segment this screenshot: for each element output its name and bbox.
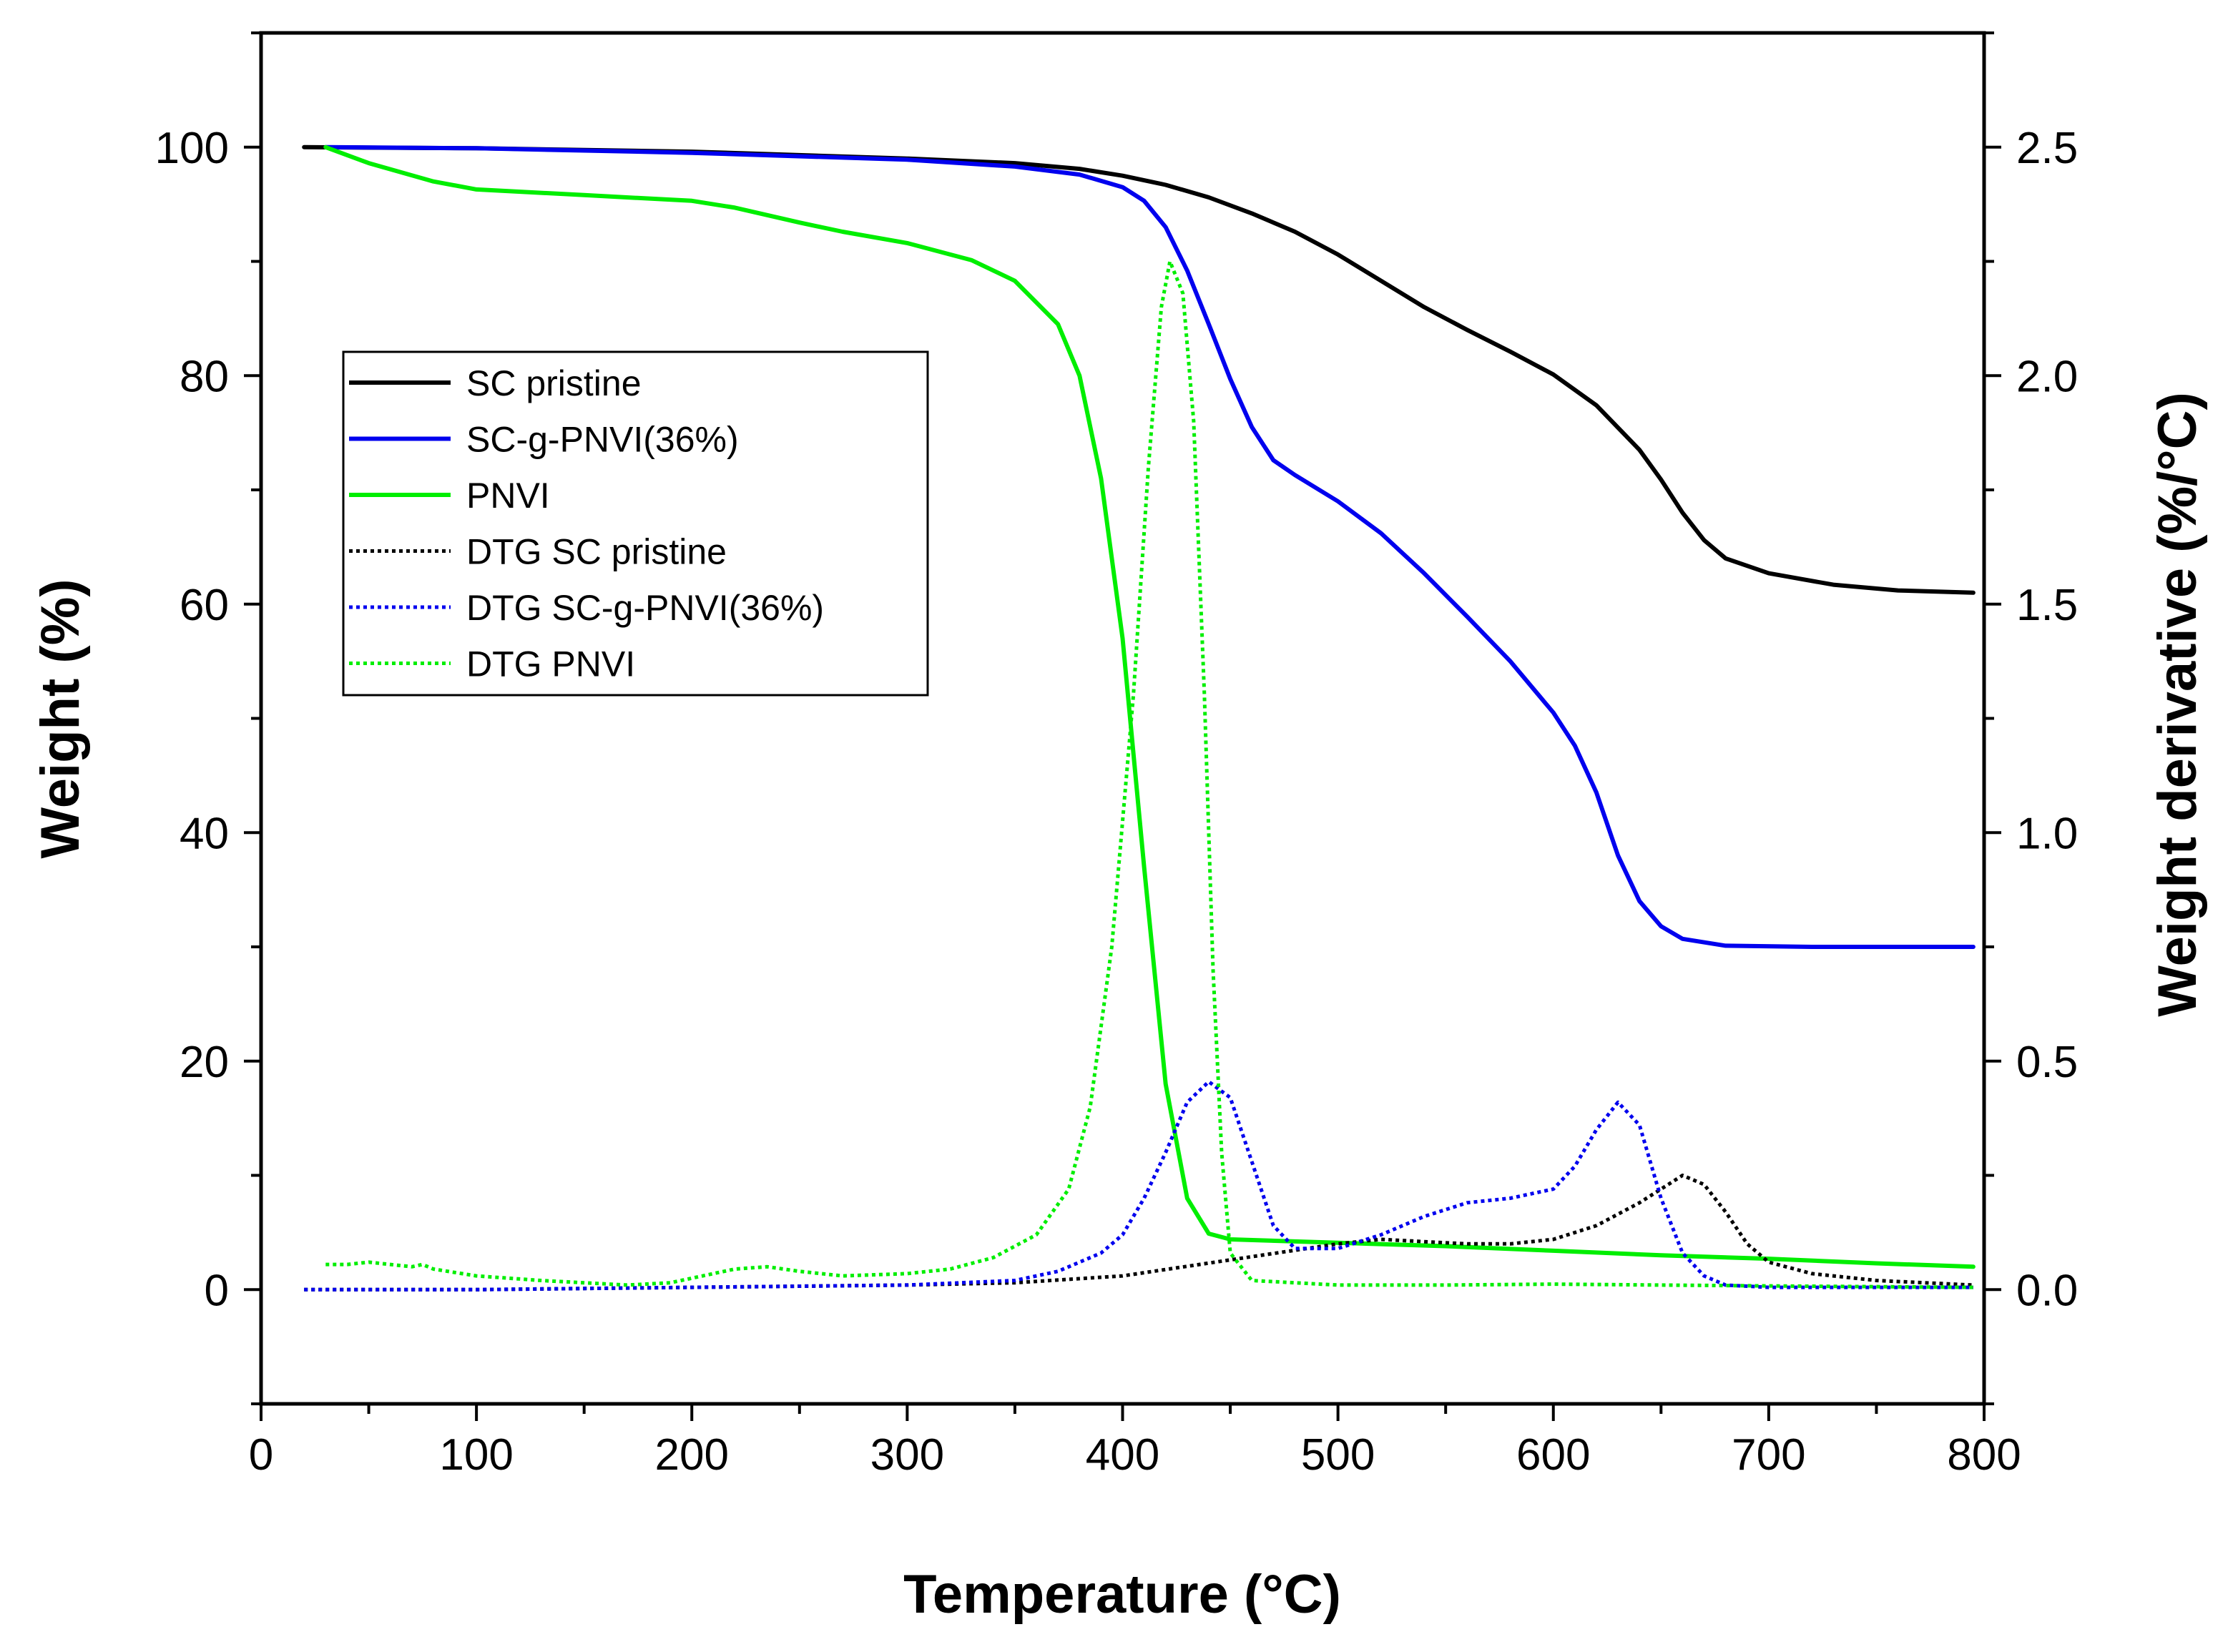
x-tick-label-700: 700 [1732,1430,1805,1480]
x-tick-label-0: 0 [249,1430,273,1480]
series-2-line [323,144,1976,949]
ticks-layer: 0 100 200 300 400 500 600 700 800 0 20 40 60 80 100 0.0… [155,31,2078,1480]
x-tick-label-200: 200 [655,1430,729,1480]
x-axis-title: Temperature (°C) [903,1564,1341,1625]
y-tick-label-20: 20 [180,1038,229,1087]
y2-tick-label-0: 0.0 [2016,1266,2078,1315]
y2-axis-title: Weight derivative (%/°C) [2147,392,2208,1017]
x-tick-label-800: 800 [1947,1430,2021,1480]
y2-tick-label-2: 1.0 [2016,809,2078,858]
legend-label-5: DTG SC-g-PNVI(36%) [466,588,824,628]
y-tick-label-40: 40 [180,809,229,858]
series-3-line [323,144,1976,1269]
series-4-line [304,1174,1974,1292]
y2-tick-label-4: 2.0 [2016,352,2078,401]
legend-label-4: DTG SC pristine [466,532,727,572]
y-tick-label-100: 100 [155,124,229,173]
x-tick-label-300: 300 [870,1430,944,1480]
y-tick-label-80: 80 [180,352,229,401]
legend-frame [342,350,929,697]
x-tick-label-100: 100 [439,1430,513,1480]
series-6-line [325,260,1973,1289]
legend-label-6: DTG PNVI [466,644,635,684]
legend-label-2: SC-g-PNVI(36%) [466,420,739,460]
y-tick-label-0: 0 [205,1266,229,1315]
curves-layer [302,144,1976,1292]
y-tick-label-60: 60 [180,581,229,630]
legend-label-1: SC pristine [466,363,642,403]
legend-label-3: PNVI [466,476,550,516]
legend: SC pristine SC-g-PNVI(36%) PNVI DTG SC pris… [342,350,929,697]
y2-tick-label-1: 0.5 [2016,1038,2078,1087]
x-tick-label-600: 600 [1516,1430,1590,1480]
x-tick-label-500: 500 [1301,1430,1375,1480]
y-axis-title: Weight (%) [30,579,91,858]
y2-tick-label-5: 2.5 [2016,124,2078,173]
x-tick-label-400: 400 [1086,1430,1159,1480]
series-1-line [302,144,1976,595]
y2-tick-label-3: 1.5 [2016,581,2078,630]
